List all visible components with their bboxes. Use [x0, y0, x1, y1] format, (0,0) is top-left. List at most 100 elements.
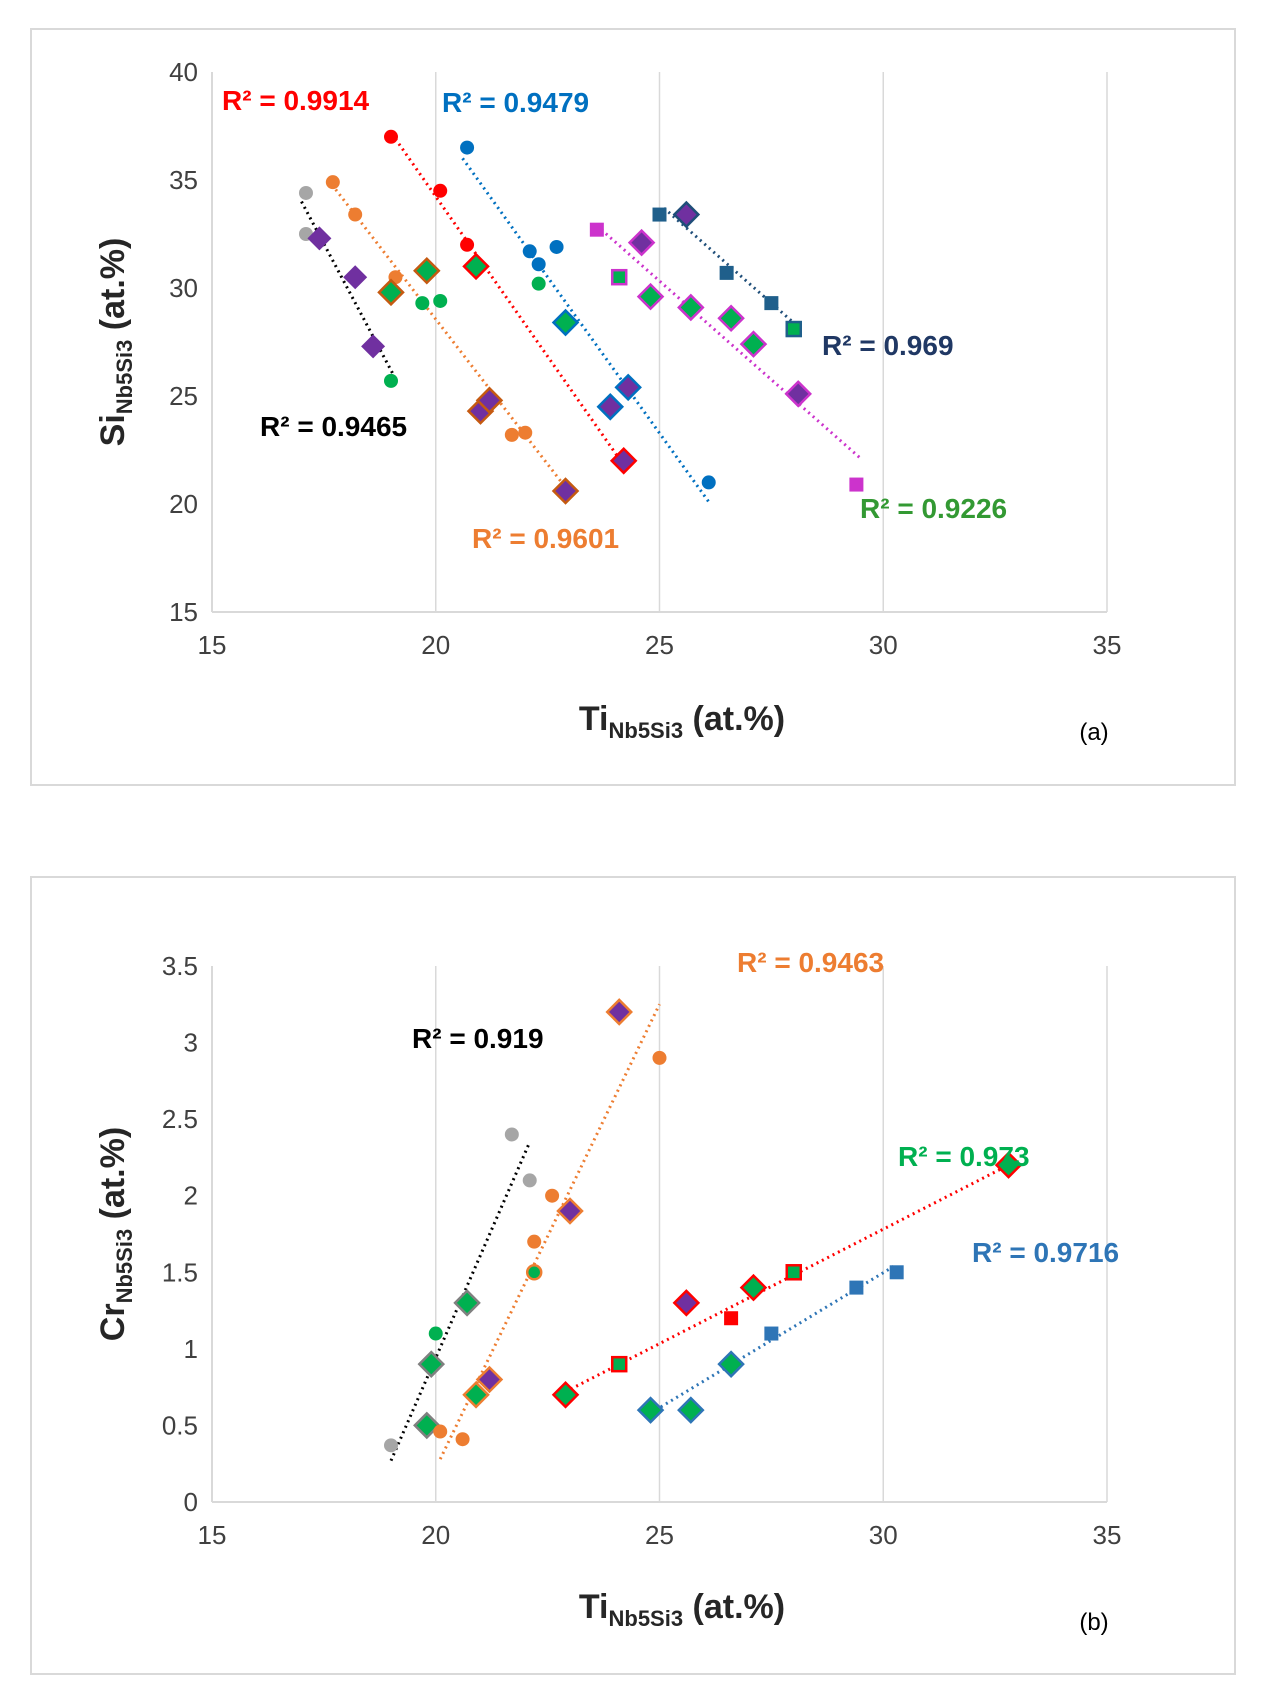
data-point-orange — [433, 1424, 448, 1439]
data-point-magenta — [677, 293, 705, 322]
data-point-black — [504, 1127, 519, 1142]
data-point-red — [785, 1264, 802, 1281]
data-point-orange — [433, 293, 448, 308]
r2-label-blue: R² = 0.9716 — [972, 1237, 1119, 1268]
data-point-orange — [527, 1234, 542, 1249]
y-tick-label: 25 — [169, 381, 198, 411]
data-point-red — [724, 1311, 739, 1326]
y-tick-label: 35 — [169, 165, 198, 195]
data-point-red — [610, 1355, 628, 1373]
data-point-blue — [460, 140, 475, 155]
data-point-blue — [717, 1350, 745, 1378]
data-point-red — [460, 237, 475, 252]
data-point-navy — [672, 200, 701, 229]
data-point-black — [384, 1438, 398, 1453]
trendline-red — [394, 138, 625, 466]
x-tick-label: 30 — [869, 1520, 898, 1550]
r2-label-blue: R² = 0.9479 — [442, 87, 589, 118]
data-point-black — [343, 265, 368, 290]
trendline-magenta — [600, 228, 862, 460]
r2-label-black: R² = 0.919 — [412, 1023, 544, 1054]
data-point-blue — [701, 475, 716, 490]
panel-label-b: (b) — [1079, 1609, 1108, 1636]
data-point-magenta — [610, 268, 628, 286]
x-tick-label: 20 — [421, 630, 450, 660]
data-point-magenta — [636, 282, 665, 311]
y-tick-label: 15 — [169, 597, 198, 627]
r2-label-red: R² = 0.9914 — [222, 85, 370, 116]
data-point-blue — [889, 1265, 904, 1280]
data-point-navy — [719, 265, 734, 280]
y-tick-label: 0.5 — [162, 1410, 198, 1440]
data-point-magenta — [849, 477, 864, 492]
data-point-magenta — [717, 304, 745, 333]
data-point-black — [384, 373, 398, 388]
data-point-black — [428, 1326, 443, 1341]
x-axis-title: TiNb5Si3 (at.%) — [579, 1588, 785, 1631]
tick-labels: 15 20 25 30 35 15 20 25 30 35 40 — [169, 57, 1121, 660]
r2-label-red: R² = 0.973 — [898, 1141, 1030, 1172]
data-point-blue — [549, 239, 564, 254]
y-tick-label: 20 — [169, 489, 198, 519]
data-point-magenta — [627, 228, 656, 257]
r2-label-navy: R² = 0.969 — [822, 330, 954, 361]
data-point-orange — [551, 477, 580, 505]
data-points — [384, 998, 1023, 1453]
y-axis-title: SiNb5Si3 (at.%) — [94, 238, 137, 447]
data-point-orange — [455, 1432, 470, 1447]
r2-label-orange: R² = 0.9601 — [472, 523, 619, 554]
data-point-blue — [614, 373, 642, 402]
data-points — [298, 129, 864, 505]
data-point-black — [453, 1289, 481, 1317]
data-point-orange — [605, 998, 633, 1026]
data-point-blue — [531, 257, 546, 272]
data-point-red — [994, 1151, 1023, 1179]
data-point-blue — [764, 1326, 779, 1341]
data-point-orange — [325, 175, 340, 190]
y-tick-label: 40 — [169, 57, 198, 87]
chart-b-svg: 15 20 25 30 35 0 0.5 1 1.5 2 2.5 3 3.5 TiNb5Si3 (at.… — [94, 947, 1121, 1636]
data-point-magenta — [739, 330, 768, 358]
data-point-red — [672, 1289, 701, 1317]
data-point-black — [417, 1350, 446, 1378]
data-point-orange — [652, 1050, 667, 1065]
x-tick-label: 35 — [1093, 630, 1122, 660]
y-tick-label: 1 — [184, 1334, 198, 1364]
data-point-magenta — [784, 380, 812, 408]
data-point-navy — [785, 320, 802, 338]
data-point-navy — [652, 207, 667, 222]
data-point-red — [551, 1381, 580, 1409]
gridlines — [435, 72, 1108, 612]
r2-label-orange: R² = 0.9463 — [737, 947, 884, 978]
data-point-magenta — [589, 222, 604, 237]
y-tick-label: 2.5 — [162, 1104, 198, 1134]
x-tick-label: 25 — [645, 1520, 674, 1550]
data-point-orange — [504, 427, 519, 442]
data-point-black — [307, 226, 332, 251]
data-point-red — [384, 129, 398, 144]
data-point-black — [413, 1411, 441, 1440]
data-point-orange — [413, 256, 441, 285]
x-tick-label: 30 — [869, 630, 898, 660]
data-point-red — [739, 1273, 768, 1302]
data-point-blue — [551, 308, 580, 337]
data-point-blue — [636, 1396, 665, 1424]
data-point-red — [462, 252, 490, 281]
data-point-blue — [531, 276, 546, 291]
data-point-orange — [556, 1197, 584, 1225]
y-tick-label: 0 — [184, 1487, 198, 1517]
trendline-red — [564, 1163, 1010, 1394]
data-point-orange — [525, 1264, 543, 1281]
data-point-blue — [596, 393, 625, 421]
x-tick-label: 15 — [198, 1520, 227, 1550]
r2-label-magenta: R² = 0.9226 — [860, 493, 1007, 524]
data-point-orange — [348, 207, 363, 222]
data-point-blue — [677, 1396, 705, 1424]
data-point-black — [522, 1173, 537, 1188]
x-tick-label: 25 — [645, 630, 674, 660]
data-point-black — [361, 334, 386, 359]
data-point-blue — [522, 244, 537, 259]
chart-panel-a: 15 20 25 30 35 15 20 25 30 35 40 TiNb5Si3 (at.%) S… — [30, 28, 1236, 786]
y-tick-label: 3 — [184, 1028, 198, 1058]
data-point-orange — [475, 386, 504, 415]
